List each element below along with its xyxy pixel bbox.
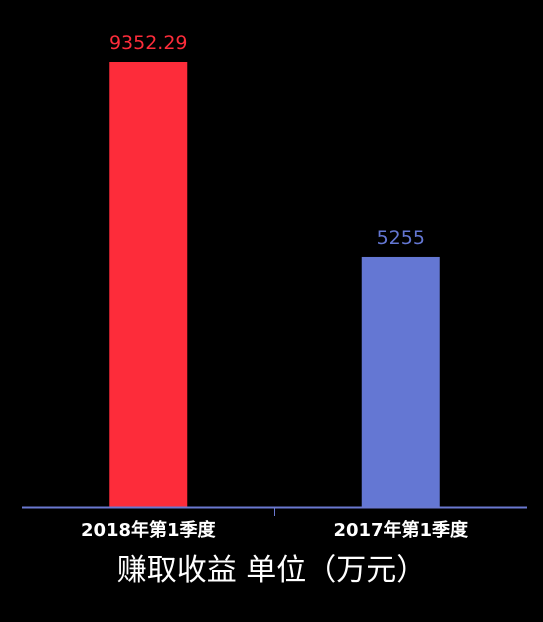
x-axis-caption: 赚取收益 单位（万元） bbox=[116, 553, 427, 588]
bar-2 bbox=[361, 256, 440, 507]
bar-value-label: 5255 bbox=[377, 227, 425, 249]
x-tick-label: 2017年第1季度 bbox=[333, 519, 469, 541]
bar-1 bbox=[109, 62, 188, 507]
bar-value-label: 9352.29 bbox=[109, 32, 188, 54]
x-tick-label: 2018年第1季度 bbox=[81, 519, 217, 541]
